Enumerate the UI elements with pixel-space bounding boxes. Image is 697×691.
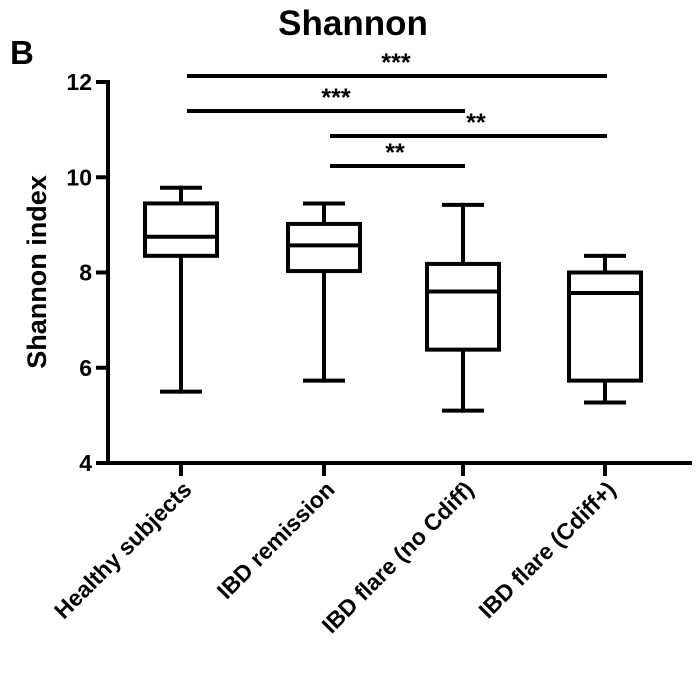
y-tick-label: 6 [79,355,92,381]
box-1 [143,185,219,394]
significance-label: ** [466,109,486,137]
category-label: IBD flare (Cdiff+) [473,476,620,623]
boxes [143,185,643,413]
iqr-box [567,270,643,383]
significance-brackets: ********** [187,49,607,168]
significance-label: *** [381,49,410,77]
box-2 [286,201,362,383]
iqr-box [286,221,362,274]
category-label: IBD flare (no Cdiff) [316,476,478,638]
y-tick-label: 4 [79,450,92,476]
box-4 [567,253,643,405]
category-label: Healthy subjects [49,476,197,624]
y-axis-label: Shannon index [22,175,52,369]
y-tick-label: 8 [79,260,92,286]
y-tick-label: 12 [66,69,92,95]
category-label: IBD remission [212,476,340,604]
box-3 [425,202,501,413]
significance-label: ** [385,139,405,167]
chart-title: Shannon [278,4,428,43]
iqr-box [143,201,219,258]
significance-label: *** [321,84,350,112]
iqr-box [425,261,501,352]
panel-label: B [10,34,34,71]
y-tick-label: 10 [66,164,92,190]
axes: 4 6 8 10 12 [66,69,692,476]
